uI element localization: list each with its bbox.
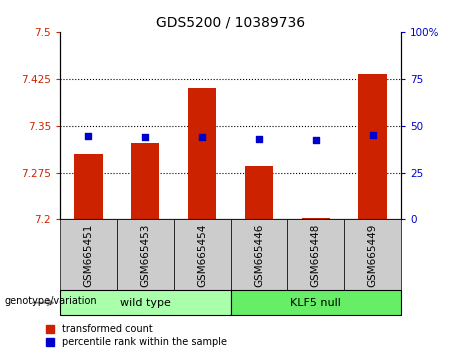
Text: GSM665453: GSM665453 <box>140 223 150 287</box>
Legend: transformed count, percentile rank within the sample: transformed count, percentile rank withi… <box>47 325 227 347</box>
Point <box>85 133 92 139</box>
Text: GSM665454: GSM665454 <box>197 223 207 287</box>
Point <box>255 136 263 142</box>
Text: GSM665449: GSM665449 <box>367 223 378 287</box>
Bar <box>74 154 102 219</box>
Text: KLF5 null: KLF5 null <box>290 298 341 308</box>
Point <box>198 134 206 140</box>
Bar <box>188 88 216 219</box>
Title: GDS5200 / 10389736: GDS5200 / 10389736 <box>156 15 305 29</box>
Bar <box>245 166 273 219</box>
Point <box>142 134 149 139</box>
Text: GSM665446: GSM665446 <box>254 223 264 287</box>
Text: GSM665451: GSM665451 <box>83 223 94 287</box>
Text: wild type: wild type <box>120 298 171 308</box>
Point <box>312 137 319 143</box>
Text: genotype/variation: genotype/variation <box>5 296 97 306</box>
Bar <box>301 218 330 219</box>
Point <box>369 133 376 138</box>
Text: GSM665448: GSM665448 <box>311 223 321 287</box>
Bar <box>358 74 387 219</box>
Bar <box>131 143 160 219</box>
